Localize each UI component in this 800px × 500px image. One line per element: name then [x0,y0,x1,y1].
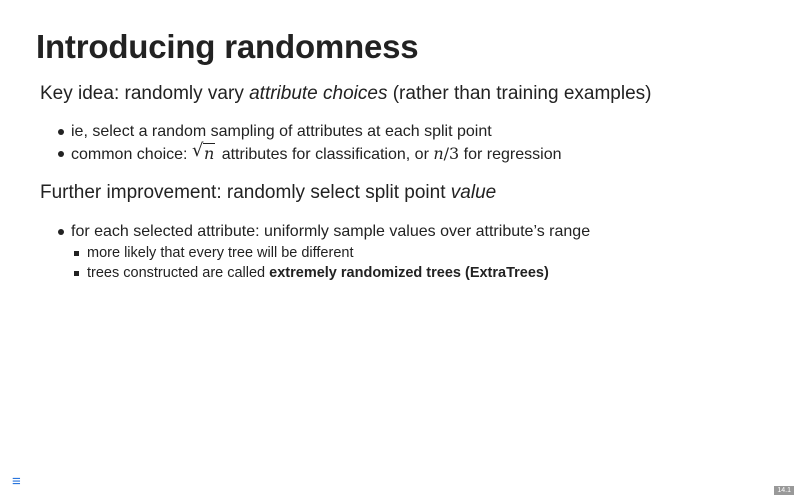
menu-icon[interactable]: ≡ [12,473,21,490]
further-improvement-bullet-list: for each selected attribute: uniformly s… [55,221,590,283]
extratrees-term: extremely randomized trees (ExtraTrees) [269,265,549,281]
key-idea-emphasis: attribute choices [249,83,388,104]
sqrt-n-formula: √ n [191,140,216,166]
key-idea-paragraph: Key idea: randomly vary attribute choice… [40,83,651,105]
slide-number-badge: 14.1 [774,486,794,495]
sqrt-variable: n [202,143,216,163]
further-improvement-paragraph: Further improvement: randomly select spl… [40,182,496,204]
bullet-text-middle: attributes for classification, or [217,146,434,163]
sub-bullet-text-prefix: trees constructed are called [87,265,270,281]
sub-list-item: more likely that every tree will be diff… [71,243,590,263]
key-idea-suffix: (rather than training examples) [387,83,652,104]
sub-bullet-list: more likely that every tree will be diff… [71,243,590,283]
key-idea-prefix: Key idea: randomly vary [40,83,250,104]
bullet-text: ie, select a random sampling of attribut… [71,123,492,140]
further-improvement-prefix: Further improvement: randomly select spl… [40,182,451,203]
slide-title: Introducing randomness [36,28,419,65]
sub-list-item: trees constructed are called extremely r… [71,263,590,283]
bullet-text-suffix: for regression [459,146,562,163]
bullet-text-prefix: common choice: [71,146,192,163]
fraction-variable: n [433,144,444,163]
fraction-denominator: /3 [443,144,460,163]
key-idea-bullet-list: ie, select a random sampling of attribut… [55,121,562,166]
list-item: for each selected attribute: uniformly s… [55,221,590,283]
sub-bullet-text: more likely that every tree will be diff… [87,245,354,261]
n-over-3-formula: n/3 [433,144,460,163]
list-item: ie, select a random sampling of attribut… [55,121,562,143]
list-item: common choice: √ n attributes for classif… [55,140,562,166]
further-improvement-emphasis: value [450,182,497,203]
radical-sign: √ [191,140,204,161]
bullet-text: for each selected attribute: uniformly s… [71,223,591,240]
